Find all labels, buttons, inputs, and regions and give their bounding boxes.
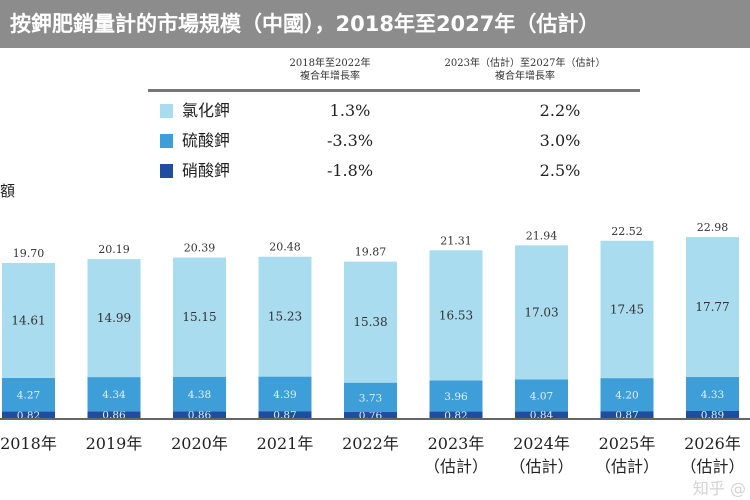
bar-segment	[173, 411, 226, 418]
bar-segment	[258, 411, 312, 418]
bar-segment	[429, 411, 483, 418]
x-tick-label: 2025年	[599, 434, 656, 453]
bar-segment	[686, 410, 739, 418]
total-label: 22.52	[611, 225, 643, 238]
chart-title: 按鉀肥銷量計的市場規模（中國），2018年至2027年（估計）	[0, 0, 750, 48]
bar-segment	[87, 411, 141, 418]
total-label: 22.98	[697, 221, 729, 234]
bar-segment	[515, 245, 568, 380]
legend-swatch	[160, 104, 173, 118]
data-label: 15.15	[182, 310, 216, 324]
legend-swatch	[160, 164, 173, 178]
x-tick-label: 2023年	[428, 434, 485, 453]
x-tick-label-sub: （估計）	[595, 457, 659, 476]
cagr-2023-2027: 2.2%	[539, 101, 581, 120]
header-line: 複合年增長率	[495, 71, 555, 82]
total-label: 19.70	[13, 247, 45, 260]
bar-segment	[173, 257, 226, 377]
bar-segment	[344, 382, 397, 413]
total-label: 21.94	[526, 229, 558, 242]
table-header-cagr-2023-2027: 2023年（估計）至2027年（估計） 複合年增長率	[410, 57, 640, 83]
legend-swatch	[160, 134, 173, 148]
data-label: 17.03	[524, 305, 558, 319]
data-label: 4.27	[17, 390, 40, 402]
x-tick-label-sub: （估計）	[424, 457, 488, 476]
data-label: 3.73	[359, 392, 382, 404]
x-tick-label: 2021年	[257, 434, 314, 453]
total-label: 19.87	[355, 246, 387, 259]
data-label: 4.39	[273, 389, 296, 401]
cagr-2023-2027: 3.0%	[539, 131, 581, 150]
data-label: 3.96	[444, 391, 468, 403]
bar-segment	[429, 380, 483, 412]
bar-segment	[344, 261, 397, 383]
data-label: 4.38	[188, 389, 211, 401]
bar-segment	[515, 379, 568, 412]
table-rule	[148, 89, 640, 92]
total-label: 21.31	[440, 234, 472, 247]
data-label: 14.99	[97, 311, 131, 325]
x-tick-label: 2022年	[342, 434, 399, 453]
bar-segment	[344, 412, 397, 418]
data-label: 16.53	[439, 308, 473, 322]
watermark: 知乎 @	[692, 479, 746, 498]
bar-segment	[686, 237, 739, 377]
x-tick-label: 2026年	[684, 434, 741, 453]
cagr-2018-2022: -1.8%	[326, 161, 374, 180]
legend-label: 硫酸鉀	[182, 131, 231, 150]
bar-segment	[258, 256, 312, 377]
x-tick-label-sub: （估計）	[509, 457, 573, 476]
total-label: 20.39	[184, 242, 216, 255]
table-header-cagr-2018-2022: 2018年至2022年 複合年增長率	[270, 57, 390, 83]
legend-label: 硝酸鉀	[182, 161, 231, 180]
bar-segment	[600, 378, 654, 412]
cagr-2023-2027: 2.5%	[539, 161, 581, 180]
data-label: 15.23	[268, 310, 302, 324]
x-tick-label-sub: （估計）	[680, 457, 744, 476]
data-label: 17.77	[695, 300, 729, 314]
cagr-2018-2022: -3.3%	[326, 131, 374, 150]
bar-segment	[429, 250, 483, 381]
data-label: 4.33	[701, 389, 724, 401]
x-tick-label: 2019年	[86, 434, 143, 453]
x-tick-label: 2020年	[171, 434, 228, 453]
bar-segment	[2, 411, 55, 418]
bar-segment	[515, 411, 568, 418]
data-label: 4.20	[615, 390, 638, 402]
bar-segment	[600, 411, 654, 418]
bar-segment	[600, 240, 654, 379]
data-label: 14.61	[11, 313, 45, 327]
bar-segment	[2, 262, 55, 378]
bar-segment	[87, 377, 141, 412]
legend-label: 氯化鉀	[182, 101, 231, 120]
header-line: 2023年（估計）至2027年（估計）	[444, 58, 606, 69]
data-label: 4.34	[102, 389, 126, 401]
bar-segment	[686, 376, 739, 411]
data-label: 17.45	[610, 302, 644, 316]
bar-segment	[258, 376, 312, 412]
bar-segment	[2, 377, 55, 412]
data-label: 15.38	[353, 315, 387, 329]
cagr-2018-2022: 1.3%	[329, 101, 371, 120]
total-label: 20.48	[269, 241, 301, 254]
x-tick-label: 2018年	[0, 434, 57, 453]
header-line: 複合年增長率	[300, 71, 360, 82]
x-tick-label: 2024年	[513, 434, 570, 453]
header-line: 2018年至2022年	[289, 58, 371, 69]
total-label: 20.19	[98, 243, 130, 256]
data-label: 4.07	[530, 390, 553, 402]
bar-segment	[87, 259, 141, 378]
y-axis-label: 額	[0, 182, 16, 200]
bar-segment	[173, 376, 226, 412]
